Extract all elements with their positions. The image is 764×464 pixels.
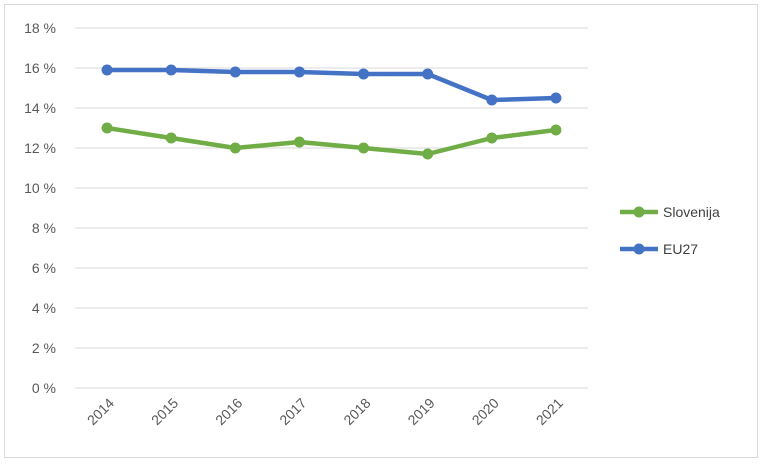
y-tick-label: 10 % <box>24 180 56 196</box>
y-tick-label: 2 % <box>32 340 56 356</box>
data-point <box>165 132 177 144</box>
series-eu27 <box>101 64 562 106</box>
x-tick-label: 2021 <box>533 395 566 428</box>
gridlines <box>75 27 588 389</box>
legend-swatch-marker <box>633 243 645 255</box>
data-point <box>550 92 562 104</box>
data-point <box>293 66 305 78</box>
legend-swatch-marker <box>633 206 645 218</box>
data-point <box>101 64 113 76</box>
legend-label: Slovenija <box>663 204 720 220</box>
data-point <box>358 68 370 80</box>
y-tick-label: 8 % <box>32 220 56 236</box>
legend-entry: EU27 <box>620 241 698 257</box>
x-tick-label: 2014 <box>84 395 117 428</box>
chart-frame <box>4 4 758 458</box>
y-tick-label: 16 % <box>24 60 56 76</box>
y-tick-label: 4 % <box>32 300 56 316</box>
data-point <box>358 142 370 154</box>
data-point <box>229 142 241 154</box>
y-tick-label: 18 % <box>24 20 56 36</box>
data-point <box>550 124 562 136</box>
y-tick-label: 14 % <box>24 100 56 116</box>
y-axis-tick-labels: 0 % 2 % 4 % 6 % 8 % 10 % 12 % 14 % 16 % 18 % <box>24 20 56 396</box>
x-tick-label: 2017 <box>276 395 309 428</box>
data-point <box>422 148 434 160</box>
x-tick-label: 2015 <box>148 395 181 428</box>
legend: Slovenija EU27 <box>620 204 720 257</box>
data-point <box>165 64 177 76</box>
x-tick-label: 2018 <box>340 395 373 428</box>
legend-entry: Slovenija <box>620 204 720 220</box>
x-tick-label: 2016 <box>212 395 245 428</box>
x-tick-label: 2020 <box>469 395 502 428</box>
data-point <box>422 68 434 80</box>
x-tick-label: 2019 <box>404 395 437 428</box>
y-tick-label: 0 % <box>32 380 56 396</box>
y-tick-label: 12 % <box>24 140 56 156</box>
data-point <box>293 136 305 148</box>
x-axis-tick-labels: 2014 2015 2016 2017 2018 2019 2020 2021 <box>84 395 566 428</box>
series-line <box>104 67 559 103</box>
series-slovenija <box>101 122 562 160</box>
legend-label: EU27 <box>663 241 698 257</box>
data-point <box>486 132 498 144</box>
data-point <box>486 94 498 106</box>
y-tick-label: 6 % <box>32 260 56 276</box>
data-point <box>101 122 113 134</box>
series-group <box>101 64 562 160</box>
series-line <box>104 125 559 157</box>
data-point <box>229 66 241 78</box>
